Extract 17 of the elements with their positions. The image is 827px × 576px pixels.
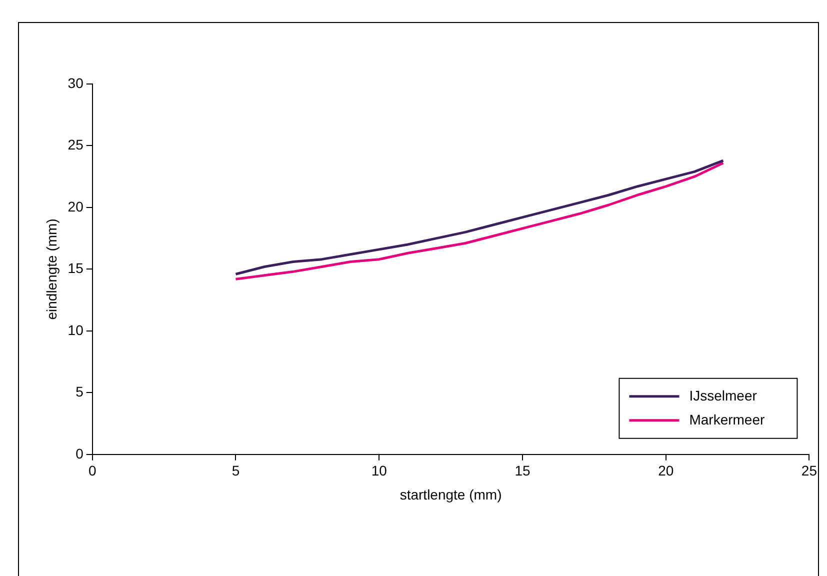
legend-label: Markermeer xyxy=(689,411,766,428)
x-tick-label: 5 xyxy=(232,462,240,479)
y-tick-label: 15 xyxy=(68,260,84,276)
y-tick-label: 0 xyxy=(76,445,84,462)
x-tick-label: 20 xyxy=(658,462,674,479)
x-tick-label: 25 xyxy=(801,462,818,479)
y-tick-label: 30 xyxy=(68,74,84,91)
y-axis-title: eindlengte (mm) xyxy=(43,218,60,320)
x-tick-label: 15 xyxy=(514,462,530,479)
x-tick-label: 0 xyxy=(88,462,96,479)
y-tick-label: 5 xyxy=(76,384,84,400)
y-tick-label: 25 xyxy=(68,136,84,153)
legend-label: IJsselmeer xyxy=(689,387,758,404)
y-tick-label: 10 xyxy=(68,322,84,338)
y-tick-label: 20 xyxy=(68,198,84,214)
x-axis-title: startlengte (mm) xyxy=(400,486,502,502)
x-tick-label: 10 xyxy=(371,462,388,479)
